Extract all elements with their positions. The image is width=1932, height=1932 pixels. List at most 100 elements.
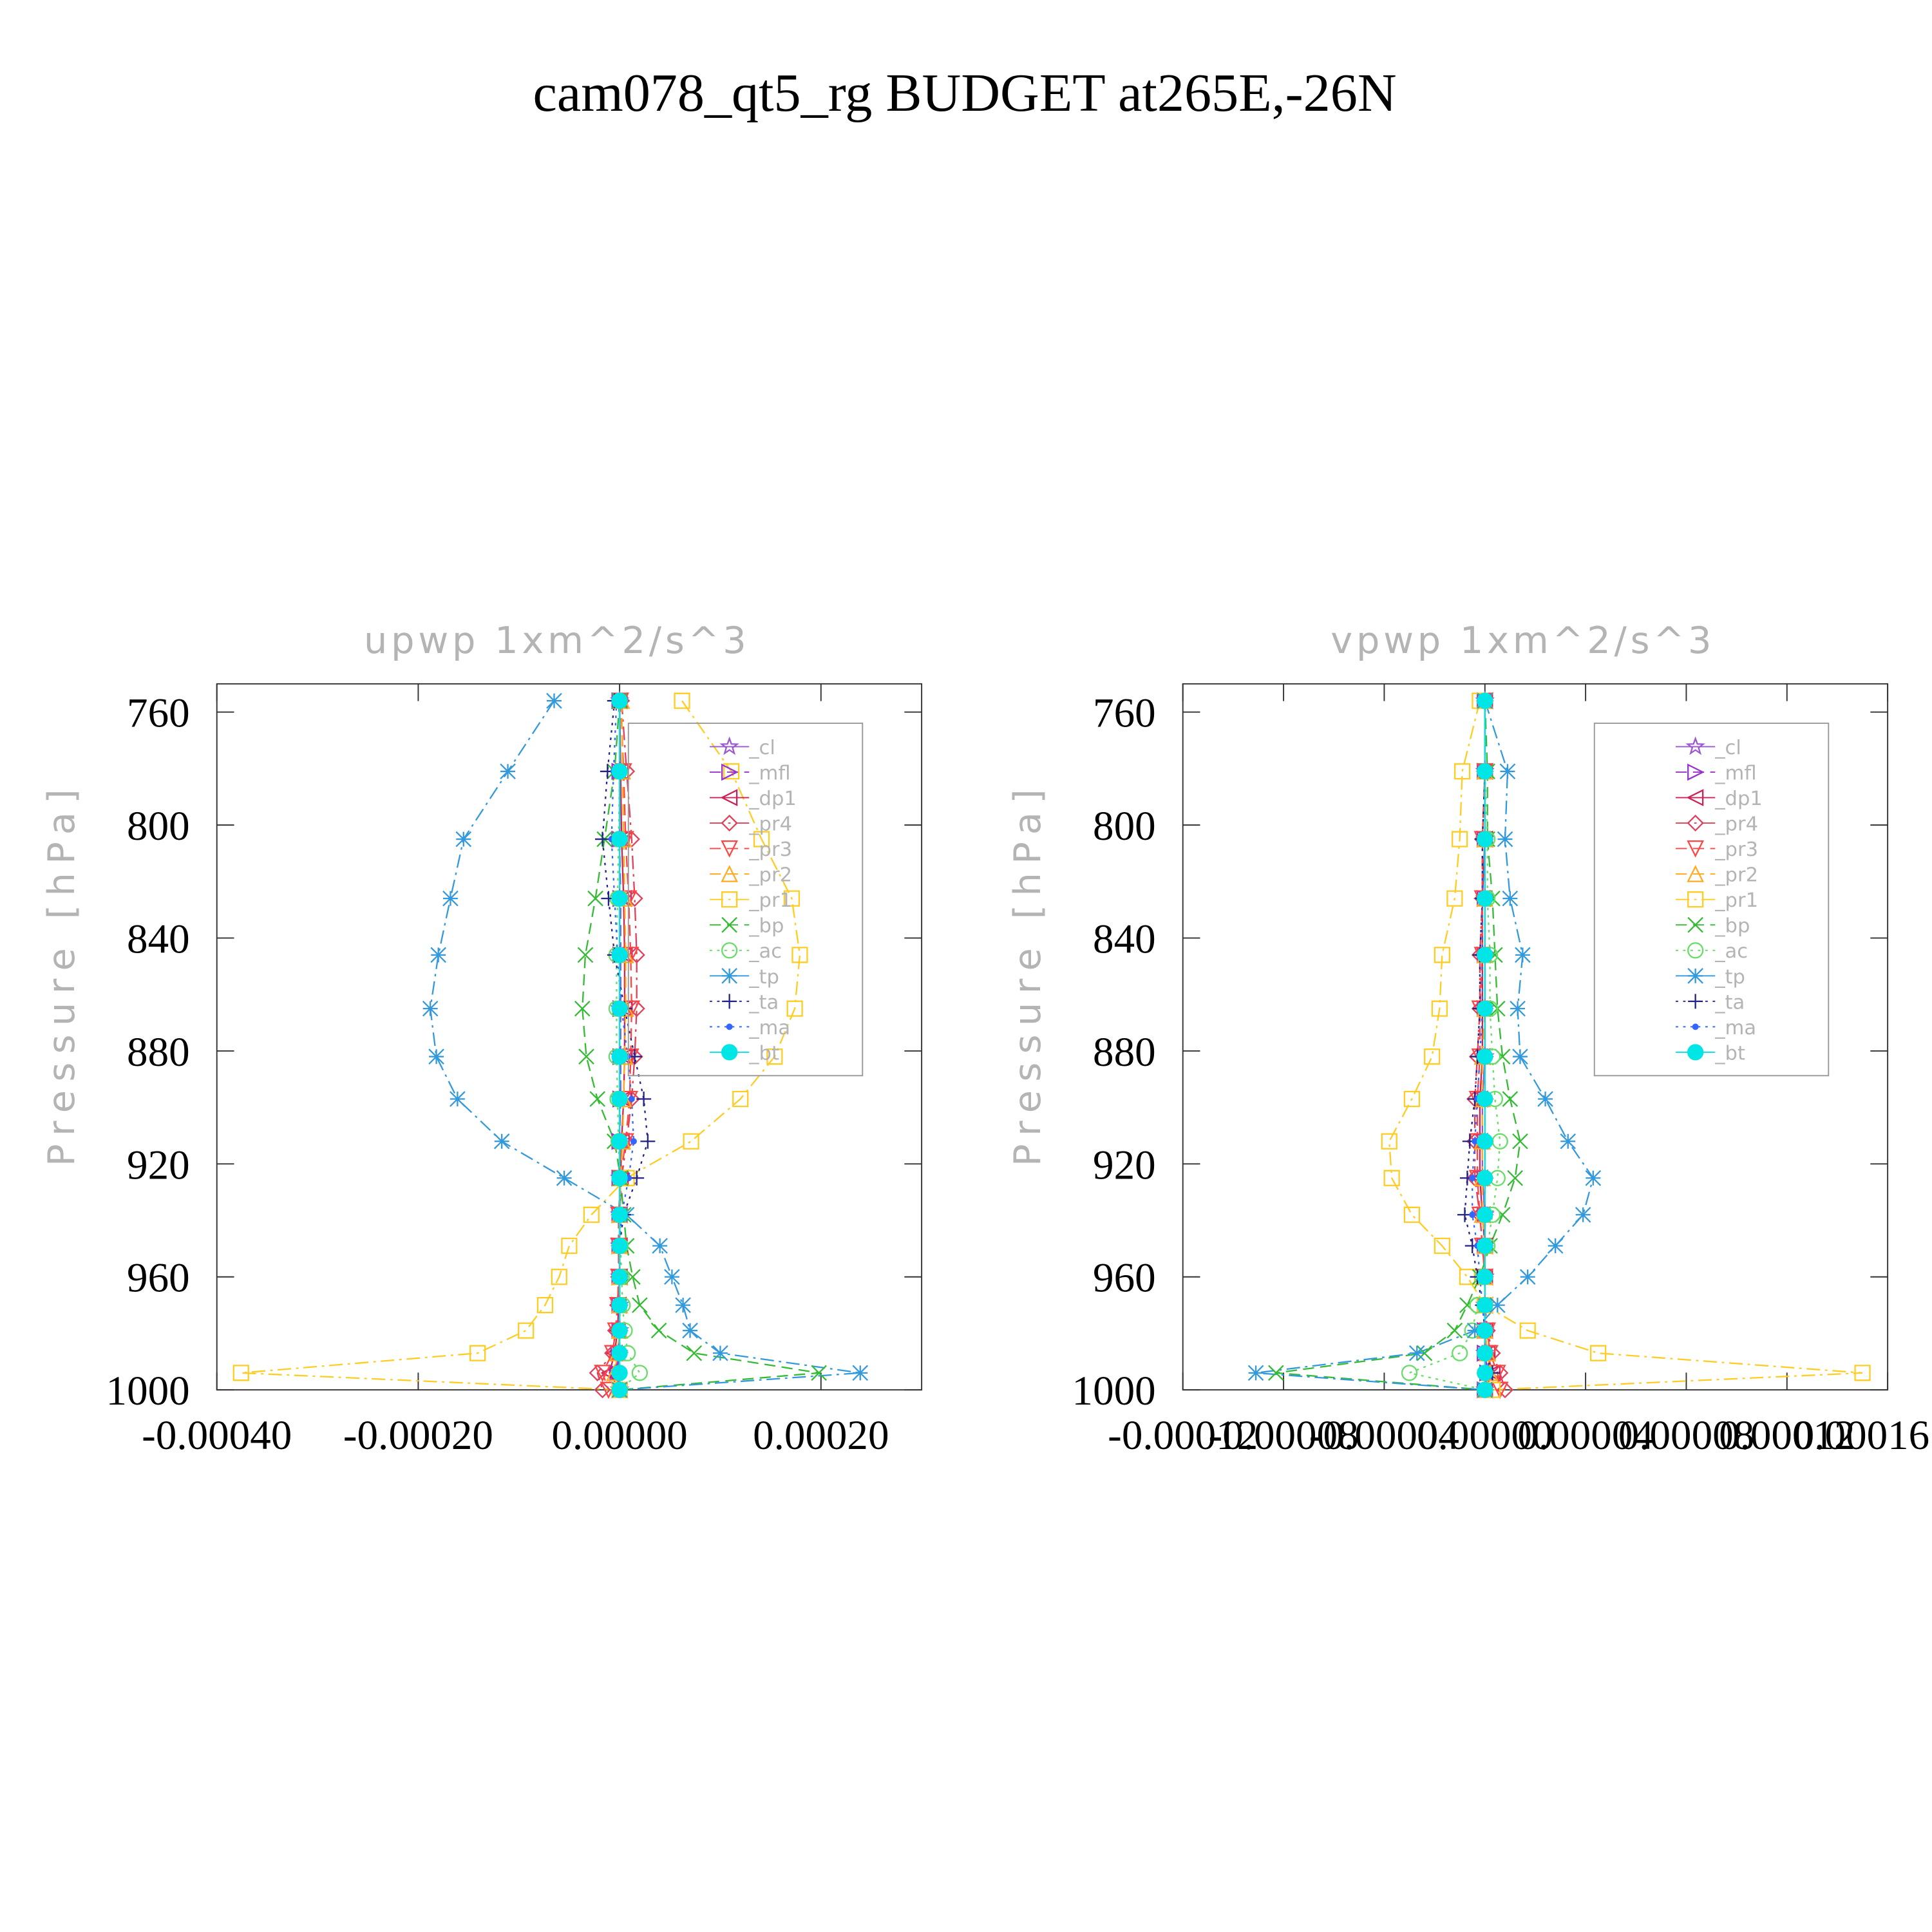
data-point [1490,1297,1506,1313]
data-point [786,1000,803,1017]
data-point [455,831,472,848]
data-point [1477,763,1493,780]
data-point [1507,1170,1523,1186]
legend-marker [721,763,739,781]
legend-marker [721,865,738,882]
x-tick-label: 0.00004 [1517,1412,1653,1459]
data-point [1575,1206,1591,1223]
x-tick-label: 0.00016 [1794,1412,1929,1459]
y-tick-label: 760 [127,690,190,737]
legend-marker [1687,865,1704,882]
data-point [1492,1364,1509,1381]
x-tick-label: -0.00012 [1108,1412,1258,1459]
plot-frame [1182,683,1889,1391]
data-point [628,946,645,963]
data-point [628,1000,645,1018]
data-point [1477,1090,1493,1108]
legend-marker [1687,763,1705,781]
y-tick-label: 880 [127,1029,190,1075]
data-point [430,947,446,963]
data-point [732,1090,749,1108]
data-point [1403,1206,1421,1223]
x-tick-label: 0.00000 [1417,1412,1553,1459]
y-axis-label: Pressure [hPa] [40,781,83,1166]
y-tick-label: 840 [127,916,190,962]
series-line [1481,701,1491,1390]
legend-label: _tp [748,966,779,989]
data-point [561,1237,578,1255]
legend-marker [1692,1023,1699,1030]
legend-marker [721,814,738,832]
legend-marker [721,1044,738,1061]
series-line [430,700,860,1391]
y-tick-label: 960 [1093,1255,1156,1302]
x-tick-label: 0.00020 [753,1412,889,1459]
data-point [650,1322,667,1339]
data-point [450,1091,466,1107]
data-point [551,1269,567,1285]
series-line [614,701,627,1390]
y-tick-label: 960 [127,1255,190,1302]
data-point [232,1365,249,1381]
data-point [674,692,690,709]
data-point [594,1381,611,1399]
data-point [811,1365,827,1381]
legend-marker [1687,968,1703,984]
legend-label: _pr3 [1714,838,1758,861]
legend-label: _bp [1714,915,1750,938]
data-point [1408,1345,1425,1361]
data-point [611,1090,628,1108]
legend-label: _ac [748,940,782,963]
legend-label: _ma [1714,1017,1756,1039]
data-point [587,890,603,907]
data-point [1446,1322,1463,1339]
legend-marker [1688,994,1703,1009]
data-point [626,890,643,907]
data-point [577,947,594,963]
legend-marker [721,968,737,984]
data-point [595,831,611,847]
legend-label: _pr4 [748,813,792,836]
legend-marker [1686,789,1704,806]
data-point [1403,1090,1421,1108]
data-point [574,1000,591,1017]
legend-marker [719,736,739,755]
data-point [1469,1175,1476,1182]
y-tick-label: 760 [1093,690,1156,737]
data-point [683,1133,699,1150]
legend-marker [720,789,738,806]
data-point [1477,1365,1493,1381]
data-point [852,1365,869,1381]
legend-marker [1687,916,1703,933]
legend: _cl _mfl _dp1 _pr4_pr3 _pr2_pr1 _bp_ac _tp_ta _… [627,723,864,1077]
data-point [1401,1365,1418,1381]
data-point [1424,1048,1441,1065]
data-point [1497,831,1513,848]
y-tick-label: 800 [127,803,190,849]
data-point [1477,692,1493,709]
legend-label: _dp1 [748,788,797,810]
data-point [1452,1345,1468,1361]
data-point [1477,1133,1493,1150]
data-point [1459,1269,1476,1285]
legend-marker [721,942,738,959]
data-point [611,1048,628,1065]
plot-frame [216,683,923,1391]
data-point [1512,1048,1528,1065]
legend-box [1593,723,1830,1077]
legend-marker [1687,814,1704,832]
data-point [783,890,800,907]
data-point [1486,1090,1504,1108]
data-point [1477,1048,1493,1065]
data-point [583,1206,600,1223]
data-point [766,1048,783,1065]
data-point [686,1345,703,1361]
data-point [1502,890,1519,907]
data-point [611,831,628,848]
data-point [632,1297,648,1313]
data-point [1510,1000,1526,1017]
legend-marker [721,916,737,933]
series-line [1388,700,1863,1391]
